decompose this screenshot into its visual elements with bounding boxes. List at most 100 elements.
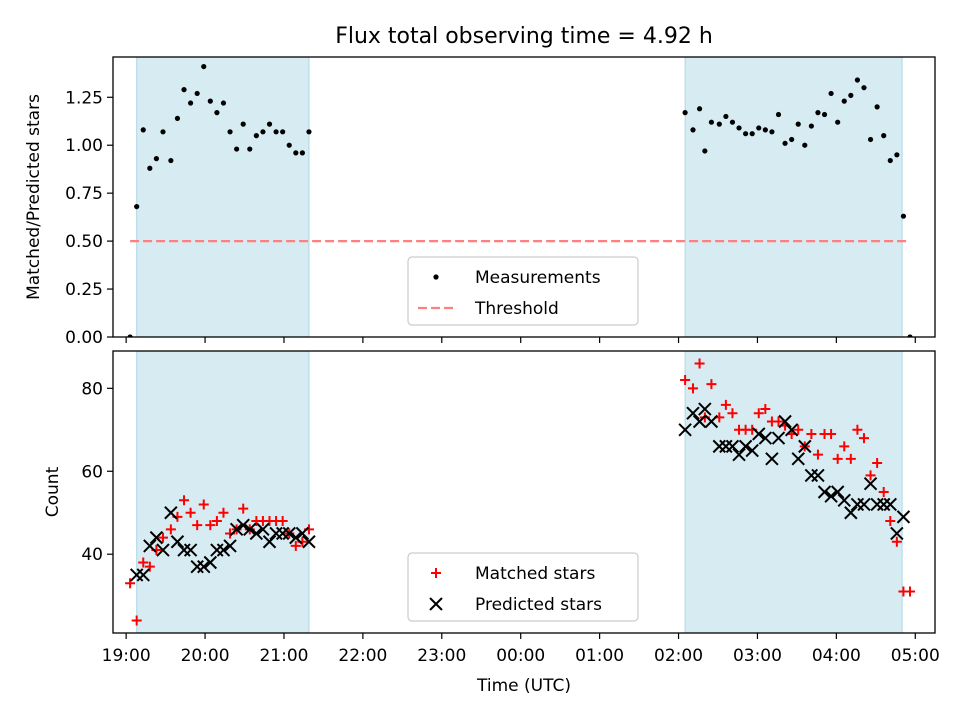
matched-star-point: [793, 424, 804, 435]
predicted-star-point: [269, 526, 283, 541]
matched-star-point: [858, 433, 869, 444]
legend-predicted-marker: [429, 597, 443, 611]
x-tick-label: 03:00: [733, 646, 782, 666]
observing-window-shade: [684, 350, 903, 634]
legend-label: Measurements: [475, 268, 601, 288]
measurement-point: [894, 152, 900, 158]
predicted-star-point: [758, 431, 773, 445]
measurement-point: [769, 129, 775, 135]
matched-star-point: [760, 404, 771, 415]
predicted-star-point: [149, 530, 164, 545]
predicted-star-point: [229, 522, 244, 537]
y-axis-label: Matched/Predicted stars: [24, 94, 44, 300]
predicted-star-point: [143, 539, 157, 553]
predicted-star-point: [850, 497, 865, 512]
matched-star-point: [185, 507, 196, 518]
measurement-point: [273, 129, 279, 135]
matched-star-point: [138, 557, 149, 568]
legend-box: [407, 552, 639, 622]
observing-window-shade: [136, 56, 310, 338]
legend-label: Matched stars: [475, 564, 595, 584]
matched-star-point: [852, 424, 863, 435]
y-tick-label: 80: [81, 379, 103, 399]
predicted-star-point: [183, 543, 198, 557]
matched-star-point: [144, 561, 155, 572]
matched-star-point: [688, 383, 699, 394]
predicted-star-point: [719, 439, 733, 454]
predicted-star-point: [732, 447, 746, 462]
x-tick-label: 22:00: [338, 646, 387, 666]
measurement-point: [293, 150, 299, 156]
measurement-point: [782, 140, 788, 146]
measurement-point: [306, 129, 312, 135]
legend-label: Predicted stars: [475, 595, 602, 615]
y-tick-label: 1.00: [65, 136, 103, 156]
measurement-point: [762, 127, 768, 133]
matched-star-point: [290, 540, 301, 551]
predicted-star-point: [302, 535, 316, 549]
predicted-star-point: [896, 510, 911, 524]
matched-star-point: [720, 399, 731, 410]
matched-star-point: [806, 428, 817, 439]
matched-star-point: [905, 586, 916, 597]
matched-star-point: [885, 516, 896, 527]
measurement-point: [134, 203, 140, 210]
predicted-star-point: [243, 522, 257, 537]
predicted-star-point: [712, 439, 727, 454]
matched-star-point: [753, 408, 764, 419]
measurement-point: [240, 121, 246, 127]
chart-title: Flux total observing time = 4.92 h: [335, 24, 713, 49]
matched-star-point: [812, 449, 823, 460]
x-tick-label: 20:00: [181, 646, 230, 666]
legend-measurement-marker: [433, 274, 439, 280]
observing-window-shade: [684, 56, 903, 338]
predicted-star-point: [177, 543, 191, 557]
measurement-point: [867, 136, 874, 143]
predicted-star-point: [256, 522, 270, 537]
measurement-point: [260, 129, 266, 135]
measurement-point: [690, 127, 696, 133]
measurement-point: [214, 110, 220, 116]
matched-star-point: [198, 499, 209, 510]
predicted-star-point: [236, 518, 250, 532]
predicted-star-point: [262, 535, 277, 549]
predicted-star-point: [678, 423, 692, 437]
measurement-point: [160, 129, 166, 135]
x-tick-label: 04:00: [812, 646, 861, 666]
matched-star-point: [277, 516, 288, 527]
matched-star-point: [845, 453, 856, 464]
predicted-star-point: [197, 559, 211, 574]
matched-star-point: [727, 408, 738, 419]
predicted-star-point: [203, 555, 218, 570]
measurement-point: [749, 131, 755, 137]
measurement-point: [207, 98, 213, 104]
predicted-star-point: [830, 485, 845, 499]
predicted-star-point: [692, 414, 707, 429]
x-tick-label: 19:00: [102, 646, 151, 666]
measurement-point: [153, 156, 160, 162]
matched-star-point: [865, 470, 876, 481]
measurement-point: [775, 111, 782, 118]
legend-box: [407, 256, 639, 326]
measurement-point: [881, 133, 887, 139]
matched-star-point: [680, 375, 691, 386]
measurement-point: [802, 142, 808, 148]
y-tick-label: 40: [81, 545, 103, 565]
axes-frame: [112, 56, 936, 338]
matched-star-point: [205, 520, 216, 531]
predicted-star-point: [837, 493, 851, 508]
y-tick-label: 0.75: [65, 184, 103, 204]
measurement-point: [696, 106, 703, 112]
measurement-point: [201, 63, 207, 70]
x-tick-label: 02:00: [654, 646, 703, 666]
axes-frame: [112, 350, 936, 634]
y-tick-label: 0.50: [65, 232, 103, 252]
y-tick-label: 0.25: [65, 280, 103, 300]
predicted-star-point: [811, 468, 825, 483]
matched-star-point: [694, 358, 705, 369]
predicted-star-point: [791, 452, 805, 466]
predicted-star-point: [778, 414, 792, 429]
x-tick-label: 21:00: [259, 646, 308, 666]
measurement-point: [729, 119, 736, 125]
measurement-point: [789, 136, 795, 143]
